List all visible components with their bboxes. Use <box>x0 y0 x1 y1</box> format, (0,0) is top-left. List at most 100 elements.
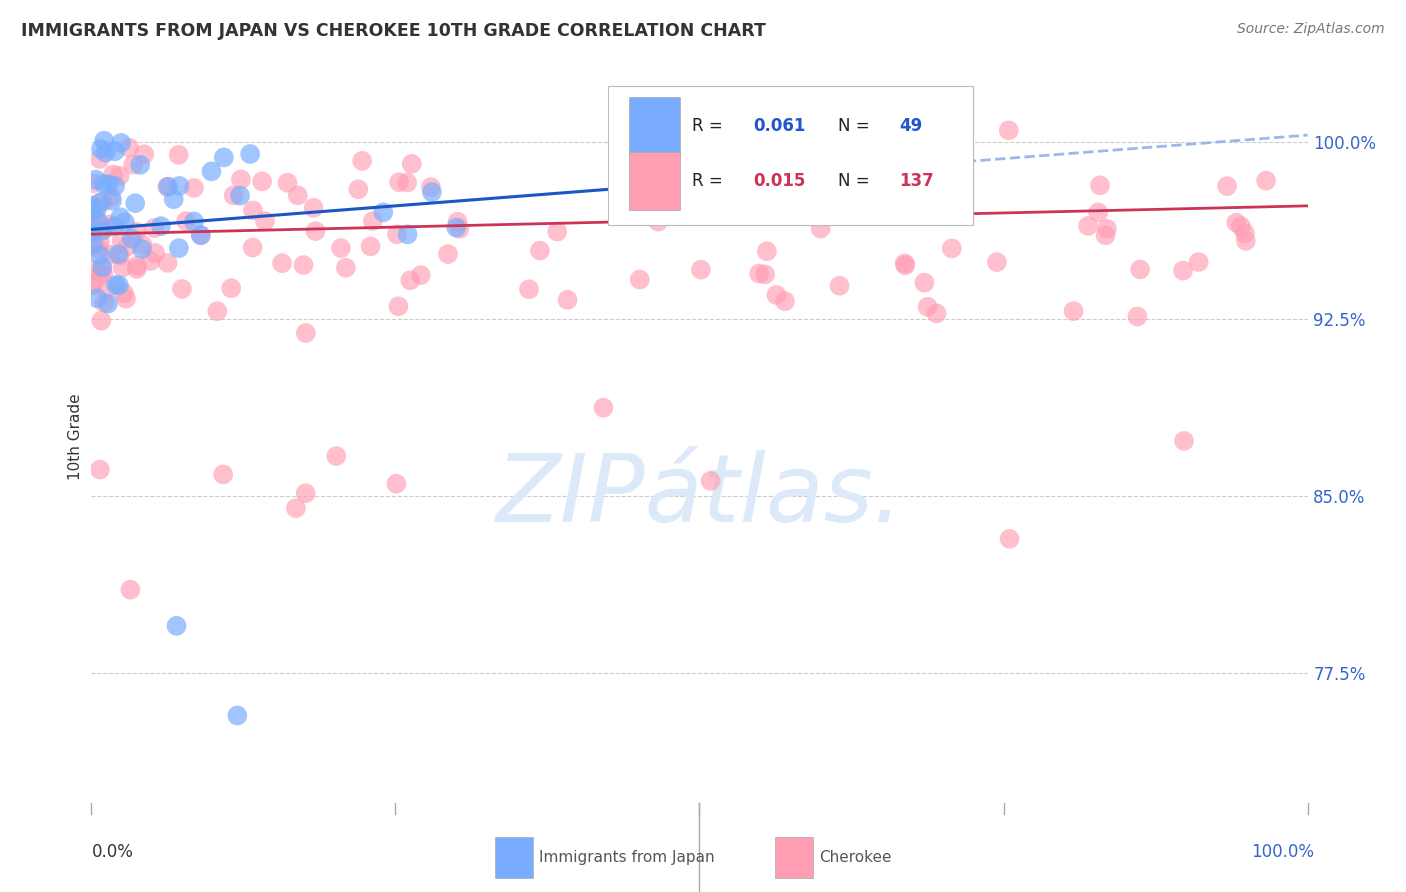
Point <box>229 172 252 186</box>
Point <box>82 213 104 227</box>
Point <box>352 153 374 168</box>
Point <box>872 157 894 171</box>
Point <box>592 401 614 415</box>
Point <box>163 192 186 206</box>
Point <box>110 136 132 150</box>
Point <box>1225 216 1247 230</box>
Point <box>98 218 121 232</box>
Point <box>997 123 1019 137</box>
FancyBboxPatch shape <box>495 838 533 878</box>
Point <box>294 486 316 500</box>
Point <box>82 277 104 292</box>
Point <box>82 226 104 240</box>
Point <box>446 215 468 229</box>
Point <box>828 278 851 293</box>
FancyBboxPatch shape <box>609 86 973 225</box>
Text: R =: R = <box>692 172 728 190</box>
Point <box>121 231 143 245</box>
Point <box>108 278 131 293</box>
Point <box>139 254 162 268</box>
Point <box>89 235 111 249</box>
Point <box>131 237 153 252</box>
Point <box>893 256 915 270</box>
Point <box>118 141 141 155</box>
Point <box>101 194 124 208</box>
Point <box>183 214 205 228</box>
Text: Source: ZipAtlas.com: Source: ZipAtlas.com <box>1237 22 1385 37</box>
Point <box>229 188 252 202</box>
Point <box>1063 304 1085 318</box>
Point <box>174 214 197 228</box>
Point <box>82 217 104 231</box>
Point <box>1095 221 1118 235</box>
Point <box>399 273 422 287</box>
Point <box>449 222 471 236</box>
Point <box>998 532 1021 546</box>
Point <box>396 176 419 190</box>
Point <box>91 262 114 277</box>
Point <box>134 147 156 161</box>
Point <box>143 246 166 260</box>
Point <box>90 142 112 156</box>
Point <box>385 476 408 491</box>
Point <box>360 239 382 253</box>
Point <box>387 299 409 313</box>
Point <box>156 179 179 194</box>
Point <box>302 201 325 215</box>
Point <box>125 262 148 277</box>
Point <box>373 205 395 219</box>
Point <box>335 260 357 275</box>
Point <box>628 272 651 286</box>
Point <box>94 145 117 160</box>
Point <box>93 177 115 191</box>
Point <box>1230 219 1253 234</box>
Point <box>89 248 111 262</box>
Text: 0.015: 0.015 <box>754 172 806 190</box>
Point <box>105 277 128 292</box>
Point <box>1171 263 1194 277</box>
Point <box>124 196 146 211</box>
Text: Immigrants from Japan: Immigrants from Japan <box>538 850 714 865</box>
Point <box>779 141 801 155</box>
Point <box>419 180 441 194</box>
Point <box>1087 205 1109 219</box>
Point <box>89 195 111 210</box>
Point <box>143 221 166 235</box>
Point <box>329 241 352 255</box>
Point <box>94 221 117 235</box>
Point <box>239 147 262 161</box>
Point <box>226 708 249 723</box>
Point <box>325 449 347 463</box>
Point <box>90 224 112 238</box>
Point <box>941 242 963 256</box>
Point <box>219 281 242 295</box>
Point <box>91 194 114 209</box>
Point <box>112 286 135 301</box>
Point <box>304 224 326 238</box>
Point <box>1094 228 1116 243</box>
Point <box>917 300 939 314</box>
Point <box>401 157 423 171</box>
Point <box>93 134 115 148</box>
Point <box>82 204 104 219</box>
Point <box>82 201 104 215</box>
Point <box>89 462 111 476</box>
Point <box>773 294 796 309</box>
Point <box>86 291 108 305</box>
Point <box>810 221 832 235</box>
Text: 0.0%: 0.0% <box>91 843 134 861</box>
Point <box>242 203 264 218</box>
Point <box>276 176 298 190</box>
Point <box>647 215 669 229</box>
Point <box>437 247 460 261</box>
Point <box>388 175 411 189</box>
Text: 100.0%: 100.0% <box>1251 843 1315 861</box>
Point <box>1077 219 1099 233</box>
Point <box>190 228 212 243</box>
Point <box>361 214 384 228</box>
Point <box>83 263 105 277</box>
Point <box>769 134 792 148</box>
Point <box>1234 234 1257 248</box>
Point <box>986 255 1008 269</box>
Point <box>82 278 104 293</box>
